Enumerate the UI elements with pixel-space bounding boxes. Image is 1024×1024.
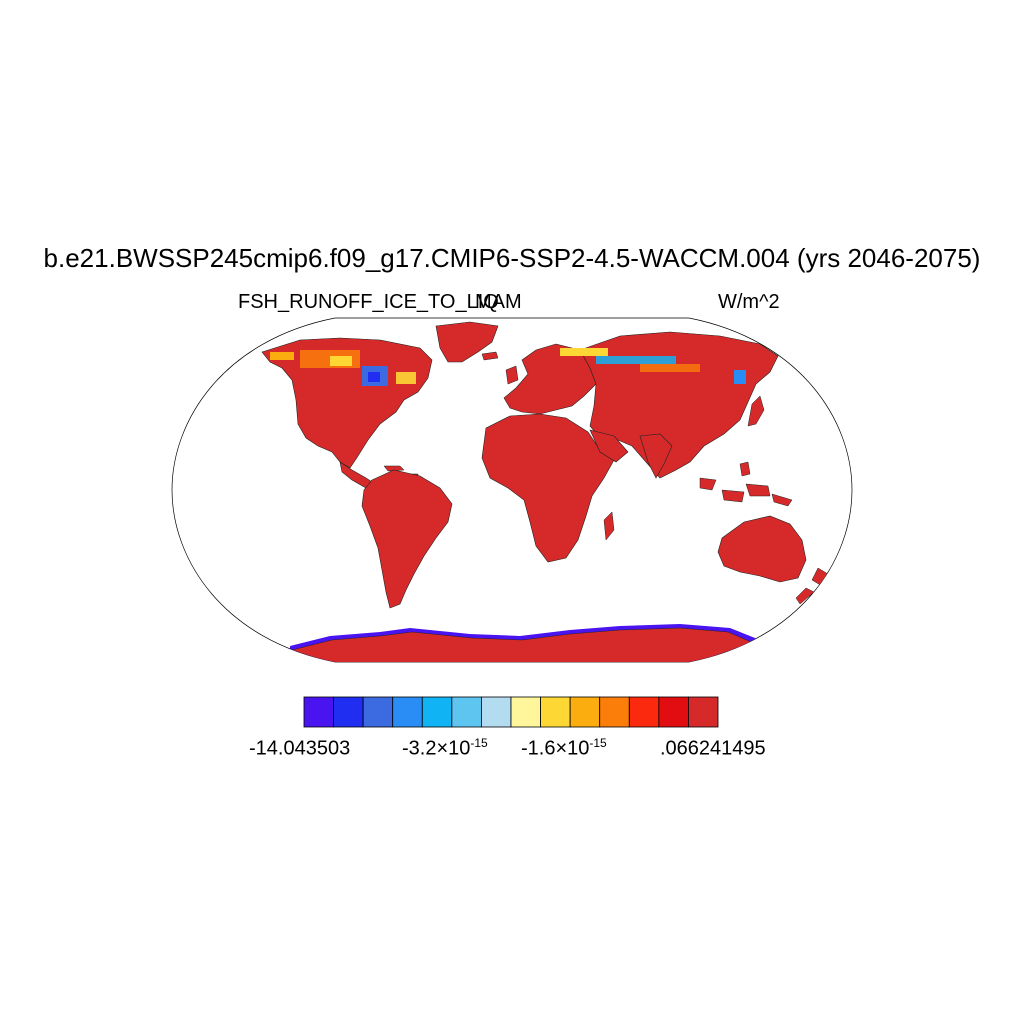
labrador-yellow-patch bbox=[396, 372, 416, 384]
variable-name: FSH_RUNOFF_ICE_TO_LIQ bbox=[238, 291, 499, 313]
land-layer bbox=[261, 321, 829, 662]
africa bbox=[481, 413, 615, 563]
canada-yellow-patch bbox=[330, 356, 352, 366]
units-label: W/m^2 bbox=[718, 291, 780, 313]
colorbar-label-max: .066241495 bbox=[660, 737, 766, 760]
plot-title: b.e21.BWSSP245cmip6.f09_g17.CMIP6-SSP2-4… bbox=[43, 243, 981, 273]
madagascar bbox=[603, 511, 615, 541]
iceland bbox=[481, 351, 499, 361]
season-label: MAM bbox=[475, 291, 522, 313]
asia bbox=[579, 331, 779, 479]
indian-subcontinent bbox=[639, 433, 673, 479]
arabian-peninsula bbox=[589, 429, 629, 463]
north-america bbox=[261, 337, 433, 469]
british-isles bbox=[505, 365, 519, 385]
greenland bbox=[435, 321, 499, 363]
siberia-yellow-band bbox=[560, 348, 608, 356]
anomaly-layer bbox=[270, 348, 746, 386]
kamchatka-blue-patch bbox=[734, 370, 746, 384]
colorbar-label-2: -3.2×10-15 bbox=[402, 736, 488, 760]
maritime-southeast-asia bbox=[699, 461, 793, 507]
colorbar-label-min: -14.043503 bbox=[249, 737, 351, 760]
siberia-orange-band bbox=[640, 364, 700, 372]
siberia-cyan-band bbox=[596, 356, 676, 364]
colorbar-label-3: -1.6×10-15 bbox=[521, 736, 607, 760]
south-america bbox=[361, 469, 453, 609]
japan bbox=[747, 395, 765, 427]
hudson-bay-negative-core bbox=[368, 372, 380, 382]
australia bbox=[717, 515, 807, 583]
alaska-orange-patch bbox=[270, 352, 294, 360]
